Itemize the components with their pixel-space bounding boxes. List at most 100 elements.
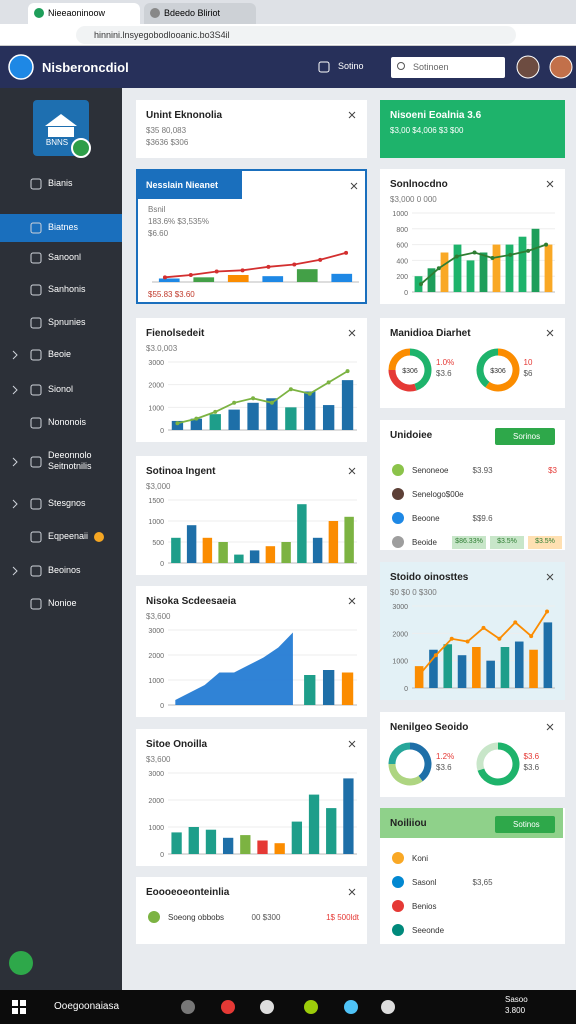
sidebar-item[interactable]: Sanhonis — [0, 276, 122, 304]
row-value: 00 $300 — [251, 913, 281, 922]
item-icon — [30, 252, 42, 264]
row-label: Benios — [412, 902, 437, 911]
card-title: Sonlnocdno — [390, 179, 448, 190]
taskbar-search[interactable]: Ooegoonaiasa — [54, 1001, 120, 1012]
donut-segment — [477, 742, 519, 786]
card-footer: $55.83 $3.60 — [148, 290, 195, 299]
bar — [543, 622, 553, 688]
sidebar-item[interactable]: Biatnes — [0, 214, 122, 242]
close-icon — [546, 329, 554, 337]
sidebar-label: Nonioe — [48, 598, 77, 608]
sidebar-item[interactable]: Sionol — [0, 376, 122, 404]
y-tick-label: 2000 — [148, 798, 164, 805]
icon — [30, 178, 42, 190]
browser-tab[interactable]: Nieeaoninoow — [28, 3, 140, 24]
bar — [297, 504, 307, 563]
icon — [30, 531, 42, 543]
icon — [392, 464, 404, 476]
sidebar-item[interactable]: Beoinos — [0, 557, 122, 585]
line-point — [194, 416, 199, 421]
close-icon — [350, 182, 358, 190]
card-text: $3636 $306 — [146, 138, 189, 147]
icon — [30, 417, 42, 429]
icon — [392, 852, 404, 864]
bar — [500, 647, 510, 688]
sidebar-item[interactable]: Beoie — [0, 341, 122, 369]
card-text: $3,600 — [146, 755, 171, 764]
sidebar-label: Eqpeenaii — [48, 531, 89, 541]
header-button[interactable]: Sotino — [318, 59, 370, 75]
url-field[interactable]: hinnini.lnsyegobodlooanic.bo3S4il — [76, 26, 516, 44]
y-tick-label: 3000 — [392, 604, 408, 611]
y-tick-label: 1000 — [148, 519, 164, 526]
sidebar-item[interactable]: Nononois — [0, 409, 122, 437]
bar — [262, 276, 284, 282]
taskbar-app — [381, 1000, 395, 1014]
sidebar-label: Biatnes — [48, 222, 79, 232]
card-title: Fienolsedeit — [146, 328, 205, 339]
sidebar-label: Beoie — [48, 349, 72, 359]
icon — [30, 498, 42, 510]
line-point — [436, 266, 441, 271]
line-point — [292, 262, 297, 267]
y-tick-label: 600 — [396, 243, 408, 250]
chart: 0 500 1000 1500 — [148, 498, 357, 568]
bar — [312, 537, 323, 563]
y-tick-label: 1000 — [392, 659, 408, 666]
line-point — [162, 275, 167, 280]
row-icon — [392, 924, 404, 936]
bar — [343, 778, 354, 854]
icon — [392, 488, 404, 500]
sidebar-item[interactable]: Deeonnolo Seitnotnilis — [0, 448, 122, 476]
chart — [152, 250, 359, 283]
bar — [304, 391, 316, 430]
y-tick-label: 0 — [160, 561, 164, 568]
donut-segment — [388, 348, 411, 371]
icon — [348, 111, 356, 119]
line-point — [344, 250, 349, 255]
row-icon — [148, 911, 160, 923]
browser-tab[interactable]: Bdeedo Bliriot — [144, 3, 256, 24]
start-icon — [12, 1000, 18, 1006]
start-icon — [20, 1008, 26, 1014]
bar — [247, 402, 259, 430]
card: Nenilgeo Seoido 1.2% $3.6 $3.6 $3.6 — [380, 712, 565, 797]
card-text: $3,00 $4,006 $3 $00 — [390, 126, 464, 135]
search-box[interactable]: Sotinoen — [391, 57, 505, 78]
line-point — [418, 282, 423, 287]
line — [164, 251, 347, 279]
card-title: Sitoe Onoilla — [146, 739, 208, 750]
bar — [326, 808, 337, 854]
bar — [322, 670, 335, 705]
bar — [193, 277, 215, 282]
row-label: Beoone — [412, 514, 440, 523]
row-chip: $86.33% — [452, 536, 486, 549]
bar — [443, 644, 453, 688]
y-tick-label: 0 — [404, 686, 408, 693]
tab-title: Nieeaoninoow — [48, 8, 106, 18]
card-button[interactable]: Sorinos — [495, 428, 555, 445]
sidebar-item[interactable]: Eqpeenaii — [0, 523, 122, 551]
start-icon — [20, 1000, 26, 1006]
donut-stat: $3.6 — [436, 763, 452, 772]
sidebar-item[interactable]: Nonioe — [0, 590, 122, 618]
icon — [392, 536, 404, 548]
y-tick-label: 2000 — [392, 631, 408, 638]
donut-stat: $3.6 — [523, 752, 540, 761]
logo-check — [71, 138, 91, 158]
card: Sotinoa Ingent $3,000 0 500 1000 1500 — [136, 456, 367, 575]
sidebar-item[interactable]: Stesgnos — [0, 490, 122, 518]
icon — [392, 876, 404, 888]
sidebar-item[interactable]: Bianis — [0, 170, 122, 198]
taskbar: Ooegoonaiasa Sasoo 3.800 — [0, 990, 576, 1024]
taskbar-clock: 3.800 — [505, 1006, 526, 1015]
card-button[interactable]: Sotinos — [495, 816, 555, 833]
sidebar-item[interactable]: Spnunies — [0, 309, 122, 337]
favicon — [34, 8, 44, 18]
card: Unint Eknonolia $35 80,083 $3636 $306 — [136, 100, 367, 158]
icon — [12, 350, 18, 360]
sidebar-item[interactable]: Sanoonl — [0, 244, 122, 272]
line-point — [240, 268, 245, 273]
line-point — [175, 421, 180, 426]
line-point — [545, 609, 550, 614]
